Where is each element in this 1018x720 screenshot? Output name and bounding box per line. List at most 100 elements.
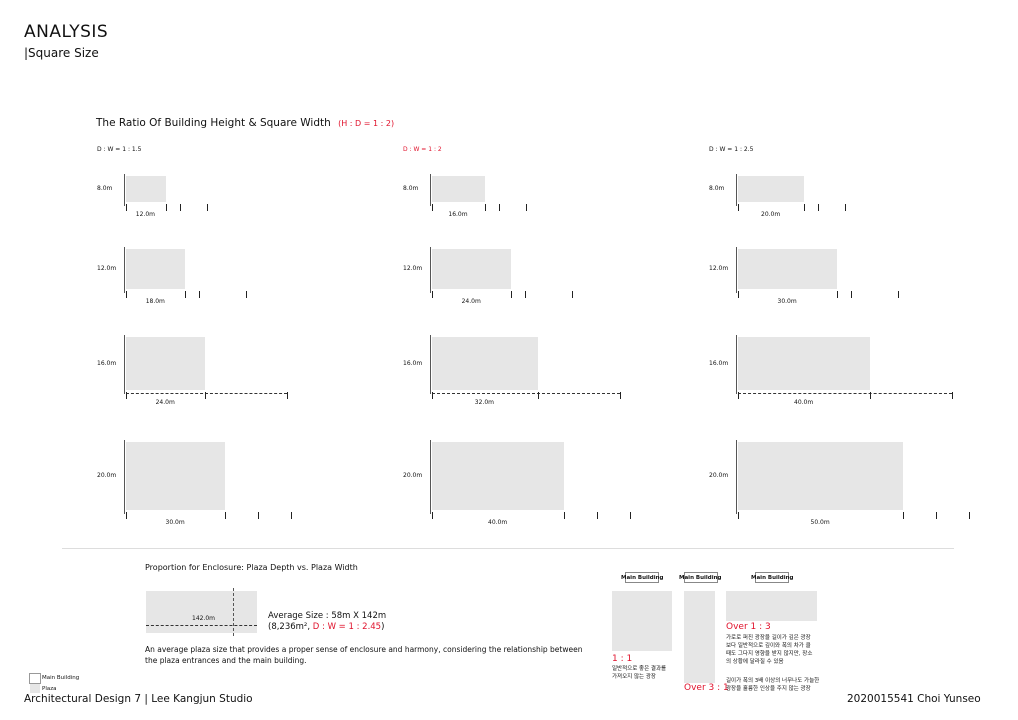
height-label: 16.0m — [709, 359, 729, 367]
height-dimension-line — [430, 440, 431, 514]
plaza-rect — [738, 249, 837, 289]
dimension-tick — [870, 392, 871, 399]
dimension-tick — [537, 392, 539, 399]
plaza-rect — [432, 176, 485, 202]
page-subtitle: |Square Size — [24, 46, 99, 60]
height-label: 16.0m — [403, 359, 423, 367]
plaza-rect — [126, 442, 225, 510]
plaza-rect — [432, 249, 512, 289]
width-label: 24.0m — [461, 298, 481, 305]
footer-course: Architectural Design 7 | Lee Kangjun Stu… — [24, 693, 253, 705]
base-dashed-line — [738, 393, 952, 394]
width-label: 12.0m — [135, 211, 156, 218]
height-dimension-line — [430, 174, 431, 206]
dimension-tick — [818, 204, 819, 211]
height-dimension-line — [430, 247, 431, 293]
dimension-tick — [126, 512, 127, 519]
ratio1-description: 일반적으로 좋은 결과를 가져오지 않는 광장 — [612, 666, 667, 680]
average-size-line1: Average Size : 58m X 142m — [268, 611, 387, 621]
height-dimension-line — [124, 247, 125, 293]
plaza-rect — [126, 337, 206, 390]
height-dimension-line — [124, 440, 125, 514]
height-dimension-line — [430, 335, 431, 394]
dimension-tick — [738, 512, 739, 519]
height-dimension-line — [736, 440, 737, 514]
plaza-rect — [126, 176, 166, 202]
average-size-ratio: D : W = 1 : 2.45 — [312, 622, 382, 632]
height-label: 12.0m — [709, 265, 729, 272]
ratio3-description-1: 가로로 퍼진 광장을 길이가 깊은 광장 보다 일반적으로 깊이와 폭의 차가 … — [726, 635, 813, 665]
section-divider — [62, 548, 954, 549]
average-plaza-rect — [146, 591, 257, 633]
ratio3-title: Over 1 : 3 — [726, 622, 771, 632]
ratio3-description-2: 길이가 폭의 3배 이상의 너무나도 가늘한 광장을 훌륭한 인상을 주지 않는… — [726, 678, 820, 692]
dimension-tick — [432, 291, 433, 298]
dimension-tick — [738, 291, 739, 298]
dimension-tick — [738, 392, 739, 399]
ratio1-plaza-rect — [612, 591, 672, 651]
height-label: 20.0m — [709, 472, 729, 479]
ratio2-title: Over 3 : 1 — [684, 683, 729, 693]
ratio2-main-building-label: Main Building — [679, 575, 722, 581]
base-dashed-line — [126, 393, 288, 394]
dimension-tick — [898, 291, 899, 298]
section-title-text: The Ratio Of Building Height & Square Wi… — [96, 117, 331, 129]
dimension-tick — [432, 204, 433, 211]
height-label: 20.0m — [97, 472, 117, 479]
dimension-tick — [630, 512, 631, 519]
dimension-tick — [936, 512, 937, 519]
width-label: 32.0m — [474, 399, 495, 406]
ratio1-title: 1 : 1 — [612, 654, 633, 664]
proportion-description: An average plaza size that provides a pr… — [145, 645, 583, 665]
width-label: 20.0m — [761, 211, 781, 218]
column-ratio-label: D : W = 1 : 2 — [403, 146, 442, 153]
dimension-tick — [564, 512, 565, 519]
ratio2-plaza-rect — [684, 591, 715, 683]
legend-main-building-swatch — [29, 673, 41, 684]
width-label: 24.0m — [155, 399, 175, 406]
height-label: 8.0m — [709, 185, 725, 192]
height-dimension-line — [124, 335, 125, 394]
legend-plaza-swatch — [30, 684, 40, 693]
dimension-tick — [597, 512, 598, 519]
dimension-tick — [572, 291, 574, 298]
width-label: 30.0m — [777, 298, 797, 305]
dimension-tick — [185, 291, 187, 298]
proportion-title: Proportion for Enclosure: Plaza Depth vs… — [145, 563, 358, 572]
ratio3-main-building-box — [755, 572, 789, 583]
page-title: ANALYSIS — [24, 22, 109, 42]
plaza-rect — [738, 442, 903, 510]
average-size-area: (8,236m², — [268, 622, 313, 632]
legend-main-building-label: Main Building — [42, 675, 80, 681]
average-size-line2: (8,236m², D : W = 1 : 2.45) — [268, 622, 386, 633]
dimension-tick — [525, 291, 527, 298]
dimension-tick — [291, 512, 292, 519]
ratio3-plaza-rect — [726, 591, 817, 621]
base-dashed-line — [432, 393, 620, 394]
dimension-tick — [619, 392, 621, 399]
average-size-close: ) — [381, 622, 385, 632]
width-label: 50.0m — [810, 519, 830, 526]
dimension-tick — [484, 204, 486, 211]
column-ratio-label: D : W = 1 : 2.5 — [709, 146, 754, 153]
plaza-rect — [738, 176, 804, 202]
plaza-rect — [126, 249, 186, 289]
dimension-tick — [225, 512, 226, 519]
height-label: 8.0m — [97, 185, 113, 192]
dimension-tick — [258, 512, 259, 519]
plaza-rect — [738, 337, 870, 390]
ratio3-main-building-label: Main Building — [751, 575, 794, 581]
dimension-tick — [432, 392, 433, 399]
dimension-tick — [525, 204, 527, 211]
width-label: 18.0m — [145, 298, 165, 305]
height-label: 20.0m — [403, 472, 423, 479]
dimension-tick — [199, 291, 201, 298]
dimension-tick — [845, 204, 846, 211]
width-label: 40.0m — [794, 399, 814, 406]
width-label: 40.0m — [488, 519, 508, 526]
dimension-tick — [206, 204, 208, 211]
footer-student: 2020015541 Choi Yunseo — [847, 693, 981, 705]
height-label: 12.0m — [97, 265, 117, 272]
dimension-tick — [205, 392, 207, 399]
dimension-tick — [126, 392, 127, 399]
